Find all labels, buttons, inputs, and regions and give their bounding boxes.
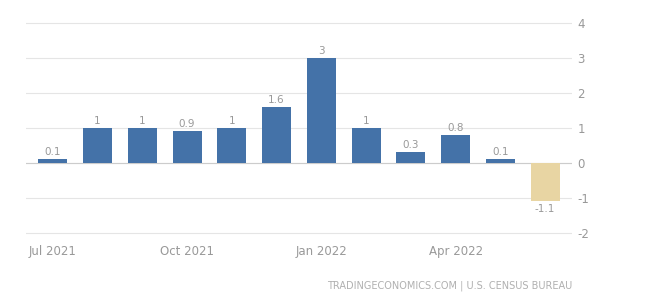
Text: 1: 1 — [139, 115, 146, 125]
Text: 0.9: 0.9 — [179, 119, 196, 129]
Text: 1: 1 — [229, 115, 235, 125]
Text: 0.8: 0.8 — [447, 122, 464, 132]
Bar — [530, 163, 560, 201]
Bar — [128, 128, 157, 163]
Bar — [352, 128, 381, 163]
Bar — [486, 159, 515, 163]
Bar — [262, 107, 291, 163]
Text: TRADINGECONOMICS.COM | U.S. CENSUS BUREAU: TRADINGECONOMICS.COM | U.S. CENSUS BUREA… — [327, 280, 572, 291]
Text: 0.1: 0.1 — [492, 147, 509, 157]
Bar — [217, 128, 246, 163]
Bar — [307, 58, 336, 163]
Text: 1: 1 — [94, 115, 101, 125]
Bar — [441, 135, 470, 163]
Text: 1.6: 1.6 — [268, 95, 285, 105]
Text: 1: 1 — [363, 115, 369, 125]
Bar — [38, 159, 68, 163]
Text: 0.3: 0.3 — [402, 140, 419, 150]
Text: 0.1: 0.1 — [45, 147, 61, 157]
Text: 3: 3 — [318, 45, 325, 55]
Text: -1.1: -1.1 — [535, 204, 555, 214]
Bar — [83, 128, 112, 163]
Bar — [172, 132, 202, 163]
Bar — [396, 152, 426, 163]
